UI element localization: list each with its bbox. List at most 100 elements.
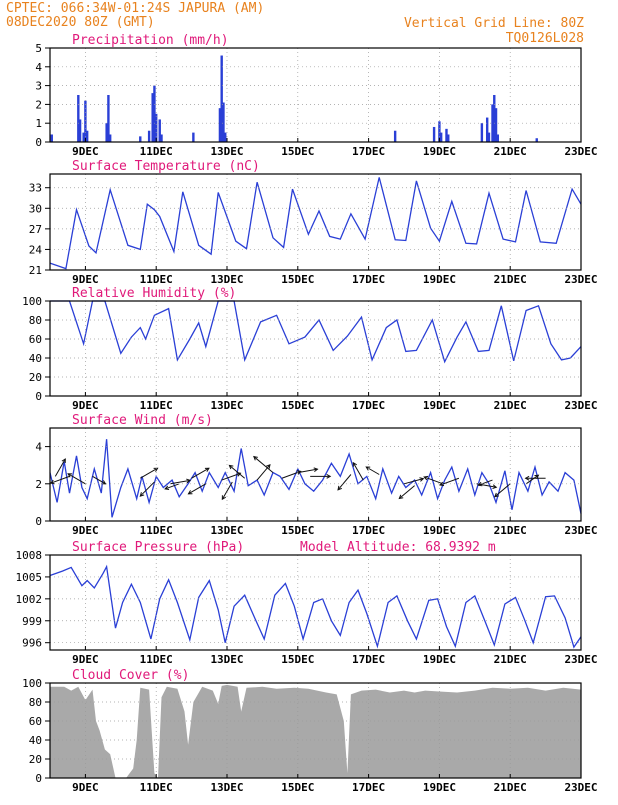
precip-bar xyxy=(108,134,112,142)
precip-bar xyxy=(438,121,441,142)
precip-bar xyxy=(82,132,85,142)
x-tick-label: 19DEC xyxy=(423,145,456,158)
wind-arrowhead xyxy=(492,484,498,490)
x-tick-label: 13DEC xyxy=(210,524,243,537)
precip-frame xyxy=(49,47,582,143)
wind-panel: 9DEC 11DEC 13DEC 15DEC 17DEC 19DEC 21DEC 23DEC 0… xyxy=(35,413,597,537)
x-tick-label: 19DEC xyxy=(423,653,456,666)
wind-arrowhead xyxy=(187,490,193,495)
wind-title: Surface Wind (m/s) xyxy=(72,413,213,428)
x-tick-label: 19DEC xyxy=(423,273,456,286)
precip-bar xyxy=(160,134,163,142)
y-tick-label: 1002 xyxy=(16,593,43,606)
precip-bar xyxy=(192,132,195,142)
precip-bar xyxy=(535,138,538,142)
x-tick-label: 11DEC xyxy=(140,781,173,794)
wind-arrowhead xyxy=(266,463,271,469)
precip-panel: 9DEC 11DEC 13DEC 15DEC 17DEC 19DEC 21DEC 23DEC 0… xyxy=(35,33,597,158)
x-tick-label: 21DEC xyxy=(494,524,527,537)
wind-arrow xyxy=(352,462,364,481)
precip-title: Precipitation (mm/h) xyxy=(72,33,229,48)
precip-bar xyxy=(485,117,489,142)
wind-arrow xyxy=(188,483,207,495)
x-tick-label: 13DEC xyxy=(210,399,243,412)
precip-bar xyxy=(487,132,491,142)
wind-arrowhead xyxy=(477,481,483,487)
precip-bar xyxy=(494,108,498,142)
wind-arrowhead xyxy=(534,474,540,480)
wind-arrow xyxy=(50,475,70,484)
x-tick-label: 17DEC xyxy=(352,781,385,794)
precip-bar xyxy=(151,93,154,142)
cloud-frame xyxy=(49,682,582,779)
wind-arrowhead xyxy=(423,475,429,481)
y-tick-label: 3 xyxy=(35,80,42,93)
x-tick-label: 11DEC xyxy=(140,653,173,666)
wind-arrow xyxy=(439,477,460,486)
wind-arrowhead xyxy=(253,455,258,461)
precip-bar xyxy=(220,55,223,142)
x-tick-label: 15DEC xyxy=(281,653,314,666)
wind-arrow xyxy=(494,483,511,498)
y-tick-label: 20 xyxy=(29,753,42,766)
y-tick-label: 80 xyxy=(29,696,42,709)
wind-arrow xyxy=(229,464,246,479)
pres-subtitle: Model Altitude: 68.9392 m xyxy=(300,540,496,555)
y-tick-label: 1 xyxy=(35,117,42,130)
x-tick-label: 9DEC xyxy=(72,273,99,286)
y-tick-label: 60 xyxy=(29,715,42,728)
x-tick-label: 21DEC xyxy=(494,145,527,158)
x-tick-label: 9DEC xyxy=(72,145,99,158)
precip-bar xyxy=(147,130,151,142)
cloud-title: Cloud Cover (%) xyxy=(72,668,189,683)
x-tick-label: 9DEC xyxy=(72,781,99,794)
precip-bar xyxy=(224,132,227,142)
precip-bar xyxy=(480,123,484,142)
x-tick-label: 9DEC xyxy=(72,653,99,666)
precip-bar xyxy=(393,130,397,142)
wind-arrow xyxy=(140,467,158,479)
wind-arrow xyxy=(221,472,241,481)
y-tick-label: 33 xyxy=(29,182,42,195)
y-tick-label: 0 xyxy=(35,390,42,403)
wind-arrowhead xyxy=(439,481,445,487)
x-tick-label: 19DEC xyxy=(423,524,456,537)
x-tick-label: 9DEC xyxy=(72,524,99,537)
y-tick-label: 0 xyxy=(35,515,42,528)
wind-arrow xyxy=(365,466,380,475)
x-tick-label: 17DEC xyxy=(352,524,385,537)
y-tick-label: 27 xyxy=(29,223,42,236)
x-tick-label: 21DEC xyxy=(494,273,527,286)
x-tick-label: 15DEC xyxy=(281,145,314,158)
precip-bar xyxy=(77,95,80,142)
precip-bar xyxy=(218,108,222,142)
wind-arrow xyxy=(256,464,271,481)
x-tick-label: 15DEC xyxy=(281,524,314,537)
y-tick-label: 1008 xyxy=(16,549,43,562)
x-tick-label: 19DEC xyxy=(423,399,456,412)
y-tick-label: 4 xyxy=(35,441,42,454)
x-tick-label: 15DEC xyxy=(281,273,314,286)
cloud-area xyxy=(50,684,581,778)
y-tick-label: 2 xyxy=(35,478,42,491)
precip-bar xyxy=(439,132,443,142)
wind-arrow xyxy=(164,483,180,490)
y-tick-label: 999 xyxy=(22,615,42,628)
temp-title: Surface Temperature (nC) xyxy=(72,159,260,174)
precip-bar xyxy=(447,134,450,142)
y-tick-label: 40 xyxy=(29,352,42,365)
pres-panel: 9DEC 11DEC 13DEC 15DEC 17DEC 19DEC 21DEC 23DEC 9… xyxy=(16,540,598,666)
precip-bar xyxy=(105,123,108,142)
wind-arrow xyxy=(92,475,106,485)
pres-frame xyxy=(49,554,582,651)
y-tick-label: 30 xyxy=(29,202,42,215)
precip-bar xyxy=(222,102,225,142)
wind-arrowhead xyxy=(352,461,357,467)
precip-bar xyxy=(153,85,156,142)
wind-arrowhead xyxy=(164,485,170,491)
x-tick-label: 11DEC xyxy=(140,273,173,286)
y-tick-label: 100 xyxy=(22,677,42,690)
x-tick-label: 17DEC xyxy=(352,399,385,412)
